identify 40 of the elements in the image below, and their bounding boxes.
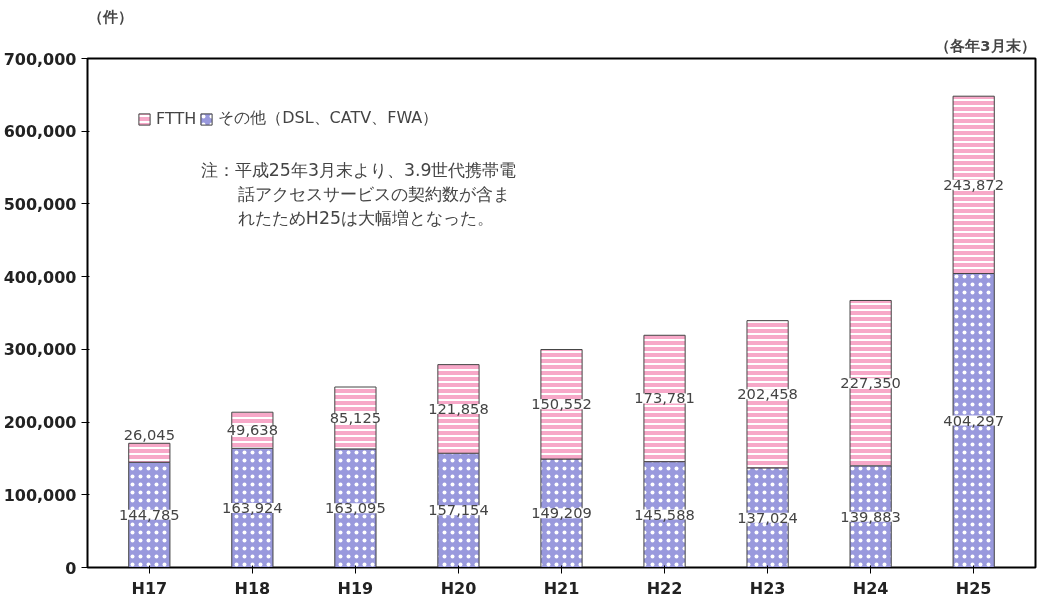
data-label: 121,858: [428, 399, 489, 417]
y-tick-label: 500,000: [3, 194, 77, 214]
data-label: 49,638: [226, 421, 279, 439]
data-label: 202,458: [737, 385, 798, 403]
data-label: 404,297: [943, 411, 1004, 429]
data-label: 26,045: [123, 425, 175, 443]
x-tick-label: H24: [852, 578, 889, 598]
x-tick-label: H19: [337, 578, 374, 598]
legend-label: その他（DSL、CATV、FWA）: [218, 108, 439, 129]
data-label: 157,154: [428, 501, 489, 519]
y-tick-label: 0: [65, 558, 77, 578]
data-label: 85,125: [329, 408, 382, 426]
x-tick-label: H23: [749, 578, 786, 598]
y-tick-label: 700,000: [3, 49, 77, 69]
data-label: 243,872: [943, 175, 1004, 193]
annotation: 注：平成25年3月末より、3.9世代携帯電話アクセスサービスの契約数が含まれたためH25は大幅増となった。: [200, 160, 517, 229]
legend-label: FTTH: [156, 109, 197, 128]
y-tick-label: 200,000: [3, 413, 77, 433]
data-label: 144,785: [119, 505, 180, 523]
x-tick-label: H20: [440, 578, 477, 598]
y-tick-label: 600,000: [3, 122, 77, 142]
data-label: 163,095: [325, 499, 386, 517]
data-label: 145,588: [634, 505, 695, 523]
data-label: 163,924: [222, 498, 283, 516]
x-tick-label: H25: [955, 578, 992, 598]
x-tick-label: H18: [234, 578, 271, 598]
x-tick-label: H17: [131, 578, 168, 598]
text: （各年3月末）: [935, 36, 1036, 54]
x-tick-label: H22: [646, 578, 683, 598]
y-axis-title: （件）: [87, 7, 133, 25]
x-tick-label: H21: [543, 578, 580, 598]
data-label: 149,209: [531, 504, 592, 522]
data-label: 139,883: [840, 507, 901, 525]
data-label: 150,552: [531, 395, 592, 413]
data-label: 137,024: [737, 508, 798, 526]
y-tick-label: 100,000: [3, 485, 77, 505]
data-label: 173,781: [634, 389, 695, 407]
data-label: 227,350: [840, 374, 901, 392]
y-tick-label: 300,000: [3, 340, 77, 360]
y-tick-label: 400,000: [3, 267, 77, 287]
